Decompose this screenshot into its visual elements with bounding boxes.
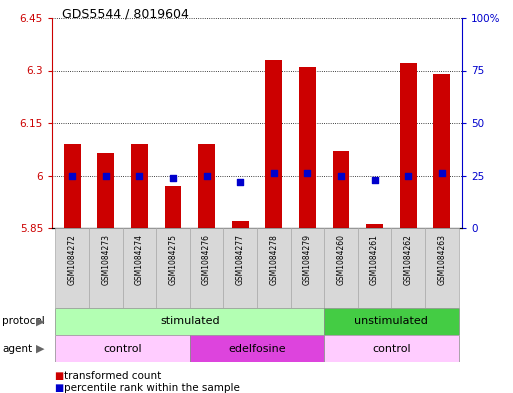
Point (270, 170, 278, 176)
Bar (400, 64, 417, 228)
Point (203, 173, 211, 179)
Text: GSM1084262: GSM1084262 (404, 234, 413, 285)
Text: control: control (372, 343, 411, 353)
Bar (97, 153, 114, 228)
Text: control: control (103, 343, 142, 353)
Bar (131, 144, 148, 228)
Text: GSM1084274: GSM1084274 (135, 234, 144, 285)
Bar (332, 151, 349, 228)
Bar (89, 228, 123, 308)
Bar (257, 228, 290, 308)
Text: GSM1084261: GSM1084261 (370, 234, 379, 285)
Text: ■: ■ (54, 383, 63, 393)
Bar (55, 335, 190, 362)
Bar (391, 228, 425, 308)
Bar (232, 221, 249, 228)
Text: GSM1084260: GSM1084260 (337, 234, 346, 285)
Bar (198, 144, 215, 228)
Bar (425, 228, 459, 308)
Point (337, 173, 345, 179)
Text: ▶: ▶ (35, 343, 44, 353)
Point (370, 176, 379, 183)
Text: GSM1084272: GSM1084272 (68, 234, 76, 285)
Bar (156, 228, 190, 308)
Bar (265, 60, 282, 228)
Text: GSM1084278: GSM1084278 (269, 234, 279, 285)
Bar (433, 74, 450, 228)
Point (135, 173, 144, 179)
Bar (190, 335, 324, 362)
Point (303, 170, 311, 176)
Text: ■: ■ (54, 371, 63, 381)
Text: stimulated: stimulated (160, 316, 220, 327)
Text: GSM1084277: GSM1084277 (235, 234, 245, 285)
Text: percentile rank within the sample: percentile rank within the sample (64, 383, 240, 393)
Bar (366, 224, 383, 228)
Bar (55, 228, 89, 308)
Text: protocol: protocol (2, 316, 45, 327)
Text: edelfosine: edelfosine (228, 343, 286, 353)
Point (236, 179, 244, 185)
Text: GSM1084273: GSM1084273 (101, 234, 110, 285)
Text: unstimulated: unstimulated (354, 316, 428, 327)
Point (102, 173, 110, 179)
Bar (324, 308, 459, 335)
Point (438, 170, 446, 176)
Text: GSM1084279: GSM1084279 (303, 234, 312, 285)
Text: GDS5544 / 8019604: GDS5544 / 8019604 (62, 7, 189, 20)
Text: GSM1084263: GSM1084263 (438, 234, 446, 285)
Bar (290, 228, 324, 308)
Bar (324, 228, 358, 308)
Point (404, 173, 412, 179)
Bar (358, 228, 391, 308)
Bar (55, 308, 324, 335)
Text: ▶: ▶ (35, 316, 44, 327)
Bar (299, 67, 316, 228)
Bar (165, 186, 182, 228)
Point (68, 173, 76, 179)
Bar (64, 144, 81, 228)
Bar (223, 228, 257, 308)
Bar (324, 335, 459, 362)
Text: agent: agent (2, 343, 32, 353)
Text: transformed count: transformed count (64, 371, 161, 381)
Bar (123, 228, 156, 308)
Text: GSM1084275: GSM1084275 (168, 234, 177, 285)
Text: GSM1084276: GSM1084276 (202, 234, 211, 285)
Point (169, 174, 177, 181)
Bar (190, 228, 223, 308)
